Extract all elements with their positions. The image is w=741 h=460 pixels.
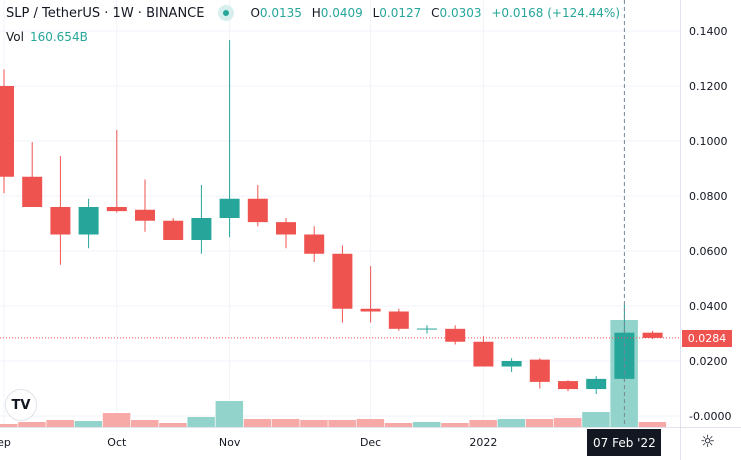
volume-bar — [46, 420, 74, 427]
open-value: 0.0135 — [259, 6, 302, 20]
volume-bar — [384, 423, 413, 427]
change-value: +0.0168 (+124.44%) — [491, 6, 621, 20]
volume-bar — [0, 424, 18, 427]
close-value: 0.0303 — [439, 6, 482, 20]
candle-body — [642, 332, 663, 338]
volume-label: Vol — [6, 30, 24, 44]
candle-body — [445, 328, 466, 342]
price-tick-label: 0.1000 — [689, 135, 728, 148]
candle-body — [50, 207, 71, 235]
time-tick-label: Nov — [219, 436, 241, 449]
candle-body — [247, 198, 268, 223]
volume-value: 160.654B — [29, 30, 88, 44]
candle-body — [219, 198, 240, 218]
volume-bar — [243, 419, 272, 427]
candle-body — [276, 222, 296, 235]
candle-body — [0, 86, 14, 177]
volume-bar — [18, 422, 46, 427]
candle-body — [473, 341, 494, 367]
candle-body — [501, 361, 522, 367]
price-tick-label: 0.0600 — [689, 245, 728, 258]
time-tick-label: Oct — [107, 436, 127, 449]
volume-bar — [215, 401, 244, 427]
price-tick-label: -0.0000 — [689, 410, 731, 423]
volume-bar — [328, 420, 356, 427]
last-price-label: 0.0284 — [682, 329, 732, 347]
time-tick-label: 2022 — [469, 436, 497, 449]
candle-body — [586, 378, 607, 390]
volume-legend: Vol 160.654B — [6, 30, 88, 44]
candle-body — [529, 359, 550, 382]
volume-bar — [525, 419, 554, 427]
high-label: H — [311, 6, 321, 20]
candle-body — [332, 253, 353, 309]
candle-body — [78, 207, 99, 235]
close-label: C — [431, 6, 440, 20]
volume-bar — [356, 419, 385, 427]
time-tick-label: Dec — [360, 436, 381, 449]
candle-body — [304, 234, 325, 254]
price-tick-label: 0.1200 — [689, 80, 728, 93]
volume-bar — [441, 423, 469, 427]
crosshair-date-label: 07 Feb '22 — [587, 429, 662, 456]
candle-body — [22, 176, 43, 207]
candle-body — [558, 381, 578, 390]
open-label: O — [250, 6, 260, 20]
high-value: 0.0409 — [320, 6, 363, 20]
volume-bar — [413, 422, 441, 427]
candle-body — [191, 218, 212, 240]
volume-bar — [159, 423, 187, 427]
candle-body — [106, 207, 127, 212]
market-status-icon — [218, 5, 235, 21]
volume-bar — [497, 419, 526, 427]
price-tick-label: 0.1400 — [689, 25, 728, 38]
candle-body — [360, 308, 381, 312]
volume-bar — [187, 417, 215, 427]
candle-body — [417, 328, 437, 330]
chart-legend: SLP / TetherUS · 1W · BINANCE O0.0135 H0… — [6, 5, 626, 21]
symbol-title[interactable]: SLP / TetherUS · 1W · BINANCE — [6, 5, 205, 21]
volume-bar — [74, 421, 103, 427]
price-tick-label: 0.0200 — [689, 355, 728, 368]
price-tick-label: 0.0800 — [689, 190, 728, 203]
candle-body — [135, 209, 155, 221]
volume-bar — [582, 412, 610, 427]
volume-bar — [131, 420, 159, 427]
volume-bar — [638, 422, 667, 427]
volume-bar — [554, 418, 582, 427]
volume-bar — [469, 420, 497, 427]
candle-body — [614, 332, 635, 379]
candle-body — [163, 220, 184, 240]
tradingview-logo[interactable]: TV — [5, 389, 37, 421]
volume-bar — [102, 413, 131, 427]
volume-bar — [300, 420, 328, 427]
low-value: 0.0127 — [379, 6, 422, 20]
low-label: L — [372, 6, 380, 20]
ohlc-values: O0.0135 H0.0409 L0.0127 C0.0303 +0.0168 … — [250, 6, 626, 20]
time-tick-label: ep — [0, 436, 11, 449]
volume-bar — [272, 419, 300, 427]
price-tick-label: 0.0400 — [689, 300, 728, 313]
candle-body — [388, 311, 409, 329]
settings-gear-icon[interactable]: ☼ — [700, 432, 716, 452]
